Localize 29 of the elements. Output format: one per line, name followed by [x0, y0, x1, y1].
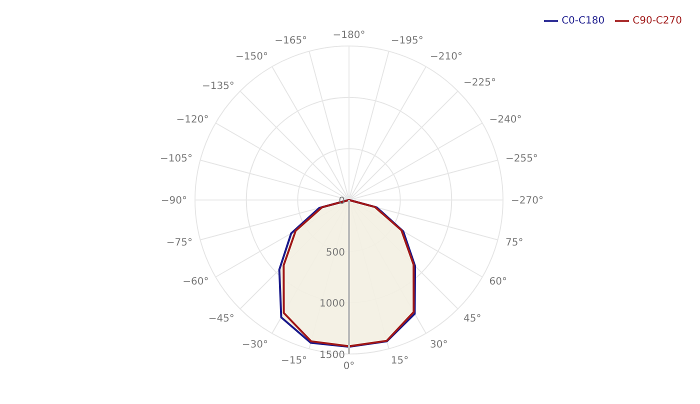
- spoke-label: −105°: [160, 154, 193, 165]
- y-tick-label: 1000: [320, 298, 345, 310]
- spoke-label: −195°: [390, 36, 424, 47]
- spoke-label: 30°: [430, 339, 448, 350]
- spoke-label: −135°: [202, 81, 234, 92]
- spoke-label: −15°: [280, 356, 308, 367]
- spoke-label: 75°: [505, 237, 524, 248]
- legend-label: C0-C180: [562, 16, 605, 27]
- spoke-label: −120°: [176, 114, 209, 126]
- spoke-label: −180°: [332, 30, 366, 41]
- spoke-label: −165°: [274, 36, 308, 47]
- spoke-label: 45°: [464, 314, 482, 325]
- y-tick-label: 500: [326, 247, 345, 258]
- spoke-label: −270°: [511, 196, 544, 207]
- legend-label: C90-C270: [632, 16, 682, 27]
- spoke-label: −210°: [430, 52, 462, 63]
- spoke-label: 0°: [343, 361, 355, 372]
- spoke-label: −150°: [236, 52, 268, 63]
- spoke-label: −30°: [242, 339, 268, 350]
- spoke-label: −45°: [208, 314, 234, 325]
- spoke-label: −90°: [160, 196, 187, 207]
- spoke-label: 60°: [489, 276, 508, 288]
- spoke-label: −255°: [505, 154, 538, 165]
- spoke-label: −225°: [464, 77, 496, 88]
- y-tick-label: 1500: [320, 350, 345, 361]
- spoke-label: 15°: [390, 356, 409, 367]
- spoke-label: −240°: [489, 114, 522, 126]
- spoke-label: −75°: [166, 237, 193, 248]
- spoke-label: −60°: [182, 276, 209, 288]
